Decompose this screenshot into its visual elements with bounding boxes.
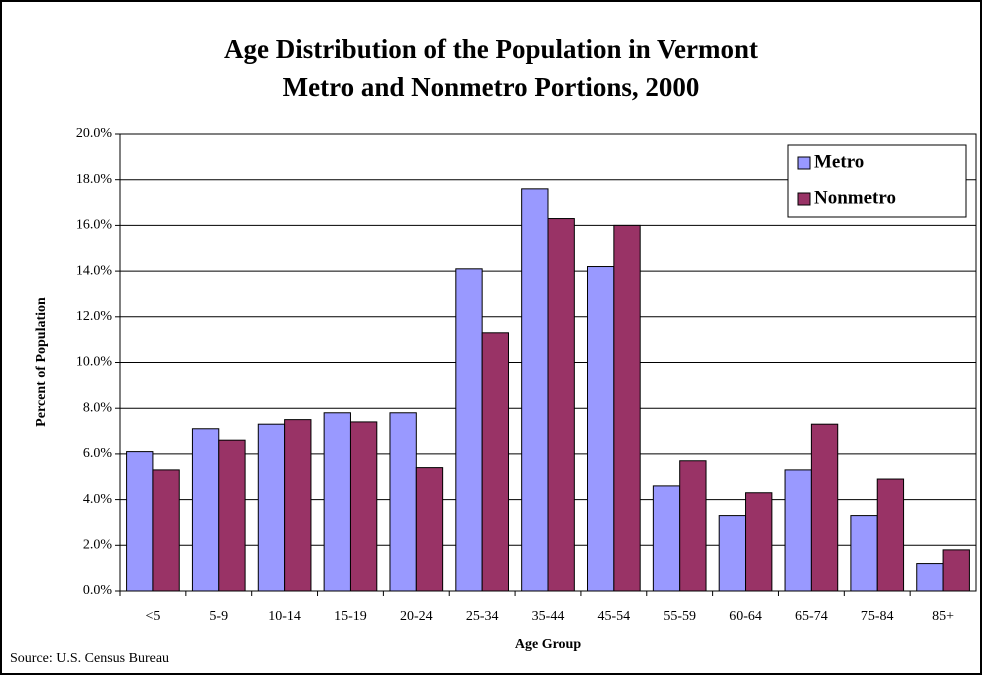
x-tick-label: 45-54 bbox=[598, 609, 631, 624]
bar bbox=[916, 563, 944, 592]
legend-box bbox=[787, 144, 967, 218]
bar bbox=[481, 332, 509, 592]
x-tick-label: 75-84 bbox=[861, 609, 894, 624]
y-tick-label: 14.0% bbox=[76, 263, 113, 278]
chart-title: Age Distribution of the Population in Ve… bbox=[224, 34, 758, 64]
y-tick-label: 18.0% bbox=[76, 172, 113, 187]
bar bbox=[349, 421, 378, 592]
x-tick-label: 85+ bbox=[932, 609, 954, 624]
bar bbox=[679, 460, 707, 592]
x-tick-label: 20-24 bbox=[400, 609, 433, 624]
y-tick-label: 4.0% bbox=[83, 492, 113, 507]
bar bbox=[415, 467, 444, 592]
bar bbox=[810, 423, 839, 592]
y-tick-label: 2.0% bbox=[83, 538, 113, 553]
legend-label: Nonmetro bbox=[814, 187, 896, 208]
y-tick-label: 8.0% bbox=[83, 400, 113, 415]
x-tick-label: 15-19 bbox=[334, 609, 367, 624]
x-tick-label: 60-64 bbox=[729, 609, 762, 624]
x-tick-label: 25-34 bbox=[466, 609, 499, 624]
bar bbox=[323, 412, 351, 592]
y-tick-label: 12.0% bbox=[76, 309, 113, 324]
x-tick-label: 10-14 bbox=[268, 609, 301, 624]
x-tick-label: 5-9 bbox=[209, 609, 228, 624]
source-note: Source: U.S. Census Bureau bbox=[10, 651, 169, 666]
y-tick-label: 6.0% bbox=[83, 446, 113, 461]
legend-label: Metro bbox=[814, 151, 864, 172]
y-tick-label: 16.0% bbox=[76, 218, 113, 233]
y-tick-label: 20.0% bbox=[76, 126, 113, 141]
bar bbox=[521, 188, 549, 592]
legend-swatch bbox=[797, 192, 811, 206]
legend-swatch bbox=[797, 156, 811, 170]
bar bbox=[745, 492, 773, 592]
bar bbox=[784, 469, 812, 592]
x-tick-label: <5 bbox=[145, 609, 160, 624]
bar bbox=[652, 485, 681, 592]
bar bbox=[547, 218, 575, 592]
bar bbox=[850, 515, 878, 592]
x-tick-label: 55-59 bbox=[663, 609, 696, 624]
bar bbox=[455, 268, 483, 592]
bar bbox=[284, 419, 312, 592]
bar bbox=[191, 428, 220, 592]
bar bbox=[876, 478, 905, 592]
bar bbox=[613, 224, 641, 592]
x-tick-label: 35-44 bbox=[532, 609, 565, 624]
bar bbox=[126, 451, 154, 592]
bar bbox=[152, 469, 180, 592]
bar bbox=[257, 423, 286, 592]
bar bbox=[389, 412, 417, 592]
bar bbox=[587, 266, 615, 592]
y-tick-label: 10.0% bbox=[76, 355, 113, 370]
bar bbox=[218, 439, 246, 592]
x-tick-label: 65-74 bbox=[795, 609, 828, 624]
chart-subtitle: Metro and Nonmetro Portions, 2000 bbox=[283, 72, 700, 102]
y-tick-label: 0.0% bbox=[83, 583, 113, 598]
bar bbox=[942, 549, 970, 592]
y-axis-label: Percent of Population bbox=[34, 297, 49, 427]
bar bbox=[718, 515, 747, 592]
x-axis-label: Age Group bbox=[515, 637, 581, 652]
